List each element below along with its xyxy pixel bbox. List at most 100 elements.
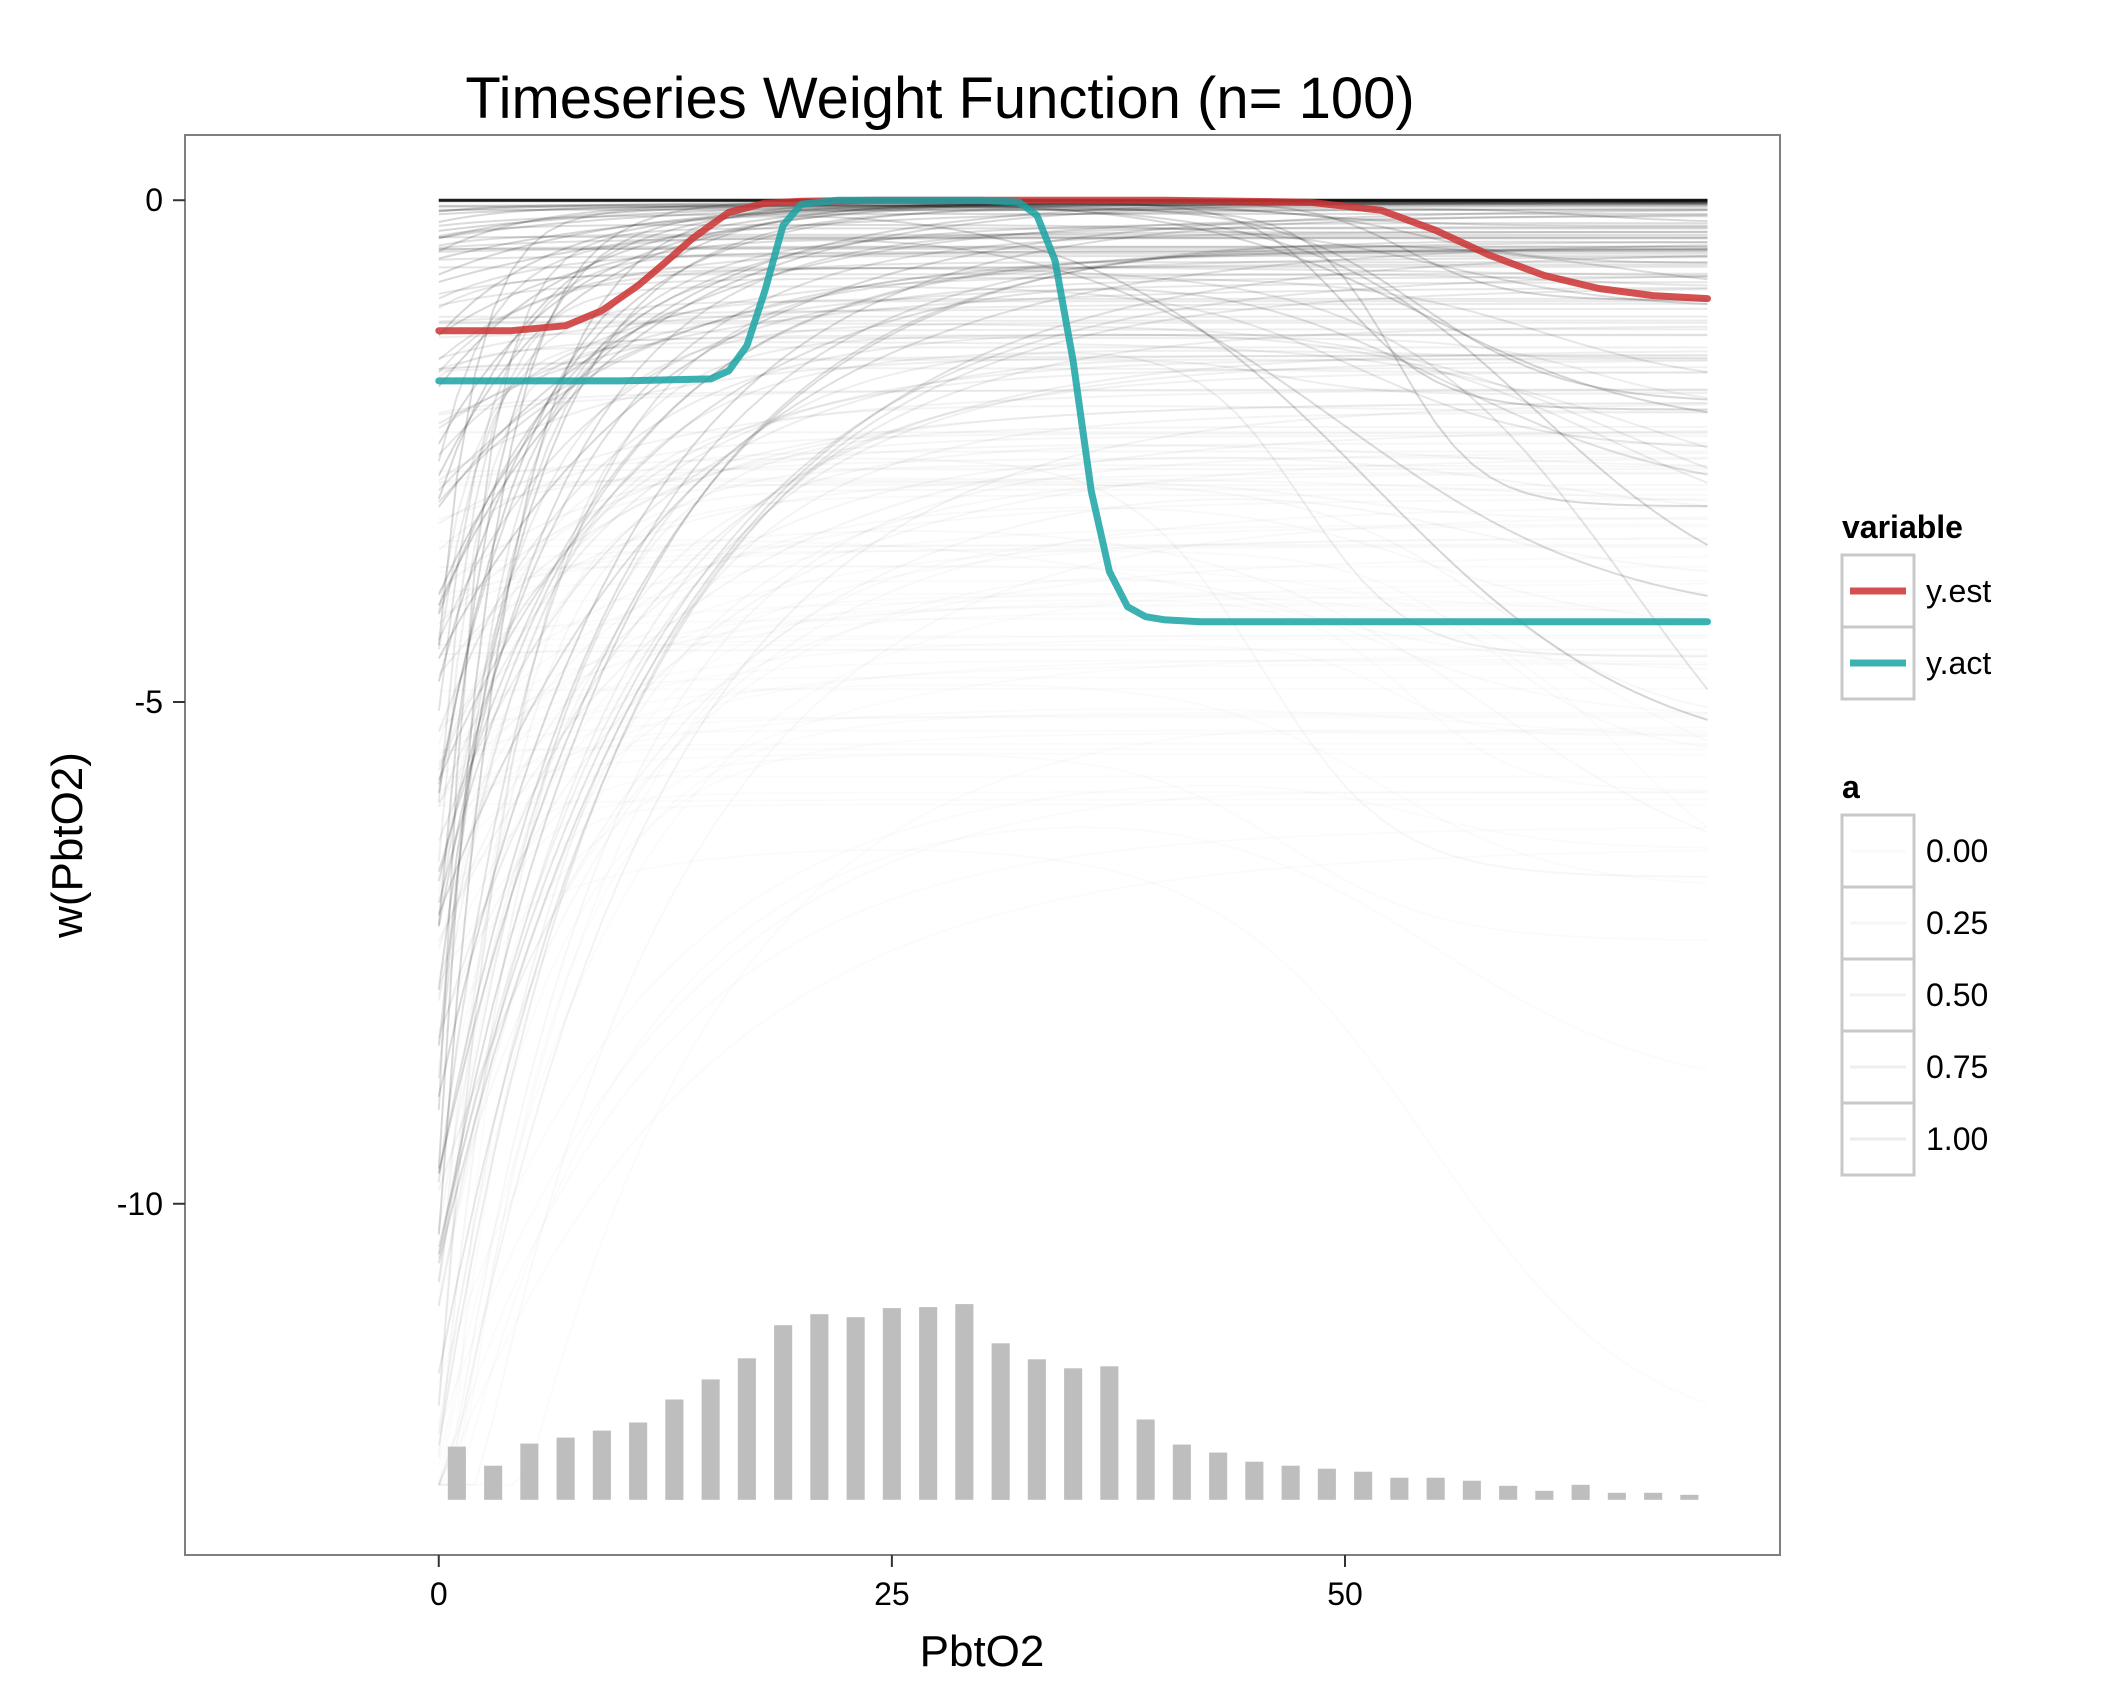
background-line — [437, 275, 1708, 1248]
y-tick-label: -10 — [117, 1186, 163, 1222]
background-line — [438, 207, 1708, 283]
background-line — [438, 203, 1708, 216]
background-line — [437, 333, 1708, 1406]
y-axis-title: w(PbtO2) — [43, 752, 92, 939]
background-line — [437, 359, 1708, 1259]
background-line — [438, 237, 1708, 249]
histogram-bar — [846, 1317, 865, 1500]
background-line — [438, 307, 1708, 323]
background-line — [437, 209, 1708, 926]
legend-title-variable: variable — [1842, 509, 1963, 545]
histogram-bar — [1245, 1461, 1264, 1500]
histogram-bar — [701, 1379, 720, 1500]
background-line — [438, 215, 1708, 721]
x-tick-label: 25 — [874, 1576, 910, 1612]
background-line — [438, 204, 1708, 401]
background-line — [437, 248, 1708, 903]
background-line — [438, 266, 1709, 691]
background-line — [438, 233, 1708, 247]
background-line — [437, 261, 1708, 1047]
background-line — [437, 201, 1708, 606]
histogram-bar — [919, 1307, 938, 1500]
background-line — [437, 337, 1708, 613]
background-line — [438, 402, 1708, 625]
background-line — [438, 334, 1708, 370]
background-line — [437, 411, 1708, 1435]
legend-key — [1840, 813, 1916, 889]
background-line — [438, 223, 1708, 306]
histogram-bar — [1317, 1468, 1336, 1500]
x-axis: 0 25 50 — [430, 1555, 1363, 1612]
histogram-bar — [447, 1446, 466, 1500]
histogram-bar — [556, 1437, 575, 1500]
background-line — [437, 240, 1708, 1255]
background-line — [437, 209, 1708, 659]
background-line — [438, 319, 1708, 324]
background-line — [438, 248, 1708, 503]
legend-label: y.act — [1926, 645, 1991, 681]
background-line — [437, 371, 1708, 1307]
histogram-bar — [882, 1308, 901, 1500]
background-line — [438, 239, 1708, 597]
histogram-bar — [1172, 1444, 1191, 1500]
background-line — [437, 333, 1708, 732]
legend-key — [1840, 885, 1916, 961]
background-line — [437, 207, 1708, 990]
histogram-bar — [1571, 1484, 1590, 1500]
histogram-bar — [1607, 1492, 1626, 1500]
background-line — [437, 297, 1708, 1079]
histogram-bar — [774, 1325, 793, 1500]
background-line — [437, 254, 1708, 1264]
background-line — [437, 288, 1708, 1374]
plot-panel — [184, 134, 1781, 1556]
legend-label: 0.25 — [1926, 905, 1988, 941]
background-line — [438, 388, 1708, 416]
background-line — [438, 212, 1708, 227]
background-line — [438, 302, 1708, 360]
histogram-bar — [1680, 1494, 1699, 1500]
histogram-bar — [1027, 1359, 1046, 1500]
background-line — [437, 300, 1708, 650]
legend-title-a: a — [1842, 769, 1860, 805]
histogram-bar — [520, 1443, 539, 1500]
background-line — [438, 202, 1708, 239]
background-line — [437, 288, 1708, 781]
histogram-bar — [592, 1430, 611, 1500]
background-line — [438, 328, 1708, 339]
background-line — [437, 202, 1708, 682]
background-line — [438, 245, 1708, 253]
histogram-bar — [629, 1422, 648, 1500]
legend-label: 0.00 — [1926, 833, 1988, 869]
legend-label: 0.50 — [1926, 977, 1988, 1013]
histogram-bars — [447, 1304, 1699, 1500]
background-line — [439, 749, 1708, 750]
legend-label: y.est — [1926, 573, 1991, 609]
background-line — [437, 237, 1708, 462]
histogram-bar — [1064, 1368, 1083, 1500]
series-line-y-act — [435, 196, 1711, 626]
y-tick-label: 0 — [145, 182, 163, 218]
background-line — [437, 276, 1708, 641]
background-line — [437, 244, 1708, 915]
legend-key — [1840, 957, 1916, 1033]
background-line — [437, 405, 1708, 1045]
background-line — [437, 403, 1708, 1486]
background-line — [438, 272, 1708, 456]
y-axis: 0 -5 -10 — [117, 182, 185, 1222]
background-line — [438, 215, 1708, 508]
histogram-bar — [1281, 1465, 1300, 1500]
histogram-bar — [737, 1358, 756, 1500]
histogram-bar — [1209, 1452, 1228, 1500]
histogram-bar — [1499, 1485, 1518, 1500]
histogram-bar — [1136, 1419, 1155, 1500]
background-line — [437, 227, 1708, 1111]
background-line — [438, 250, 1708, 300]
histogram-bar — [1100, 1366, 1119, 1500]
x-tick-label: 0 — [430, 1576, 448, 1612]
background-line — [438, 276, 1708, 374]
background-line — [437, 244, 1708, 1173]
chart-title: Timeseries Weight Function (n= 100) — [465, 66, 1414, 131]
background-line — [438, 245, 1708, 251]
background-line — [438, 402, 1708, 677]
